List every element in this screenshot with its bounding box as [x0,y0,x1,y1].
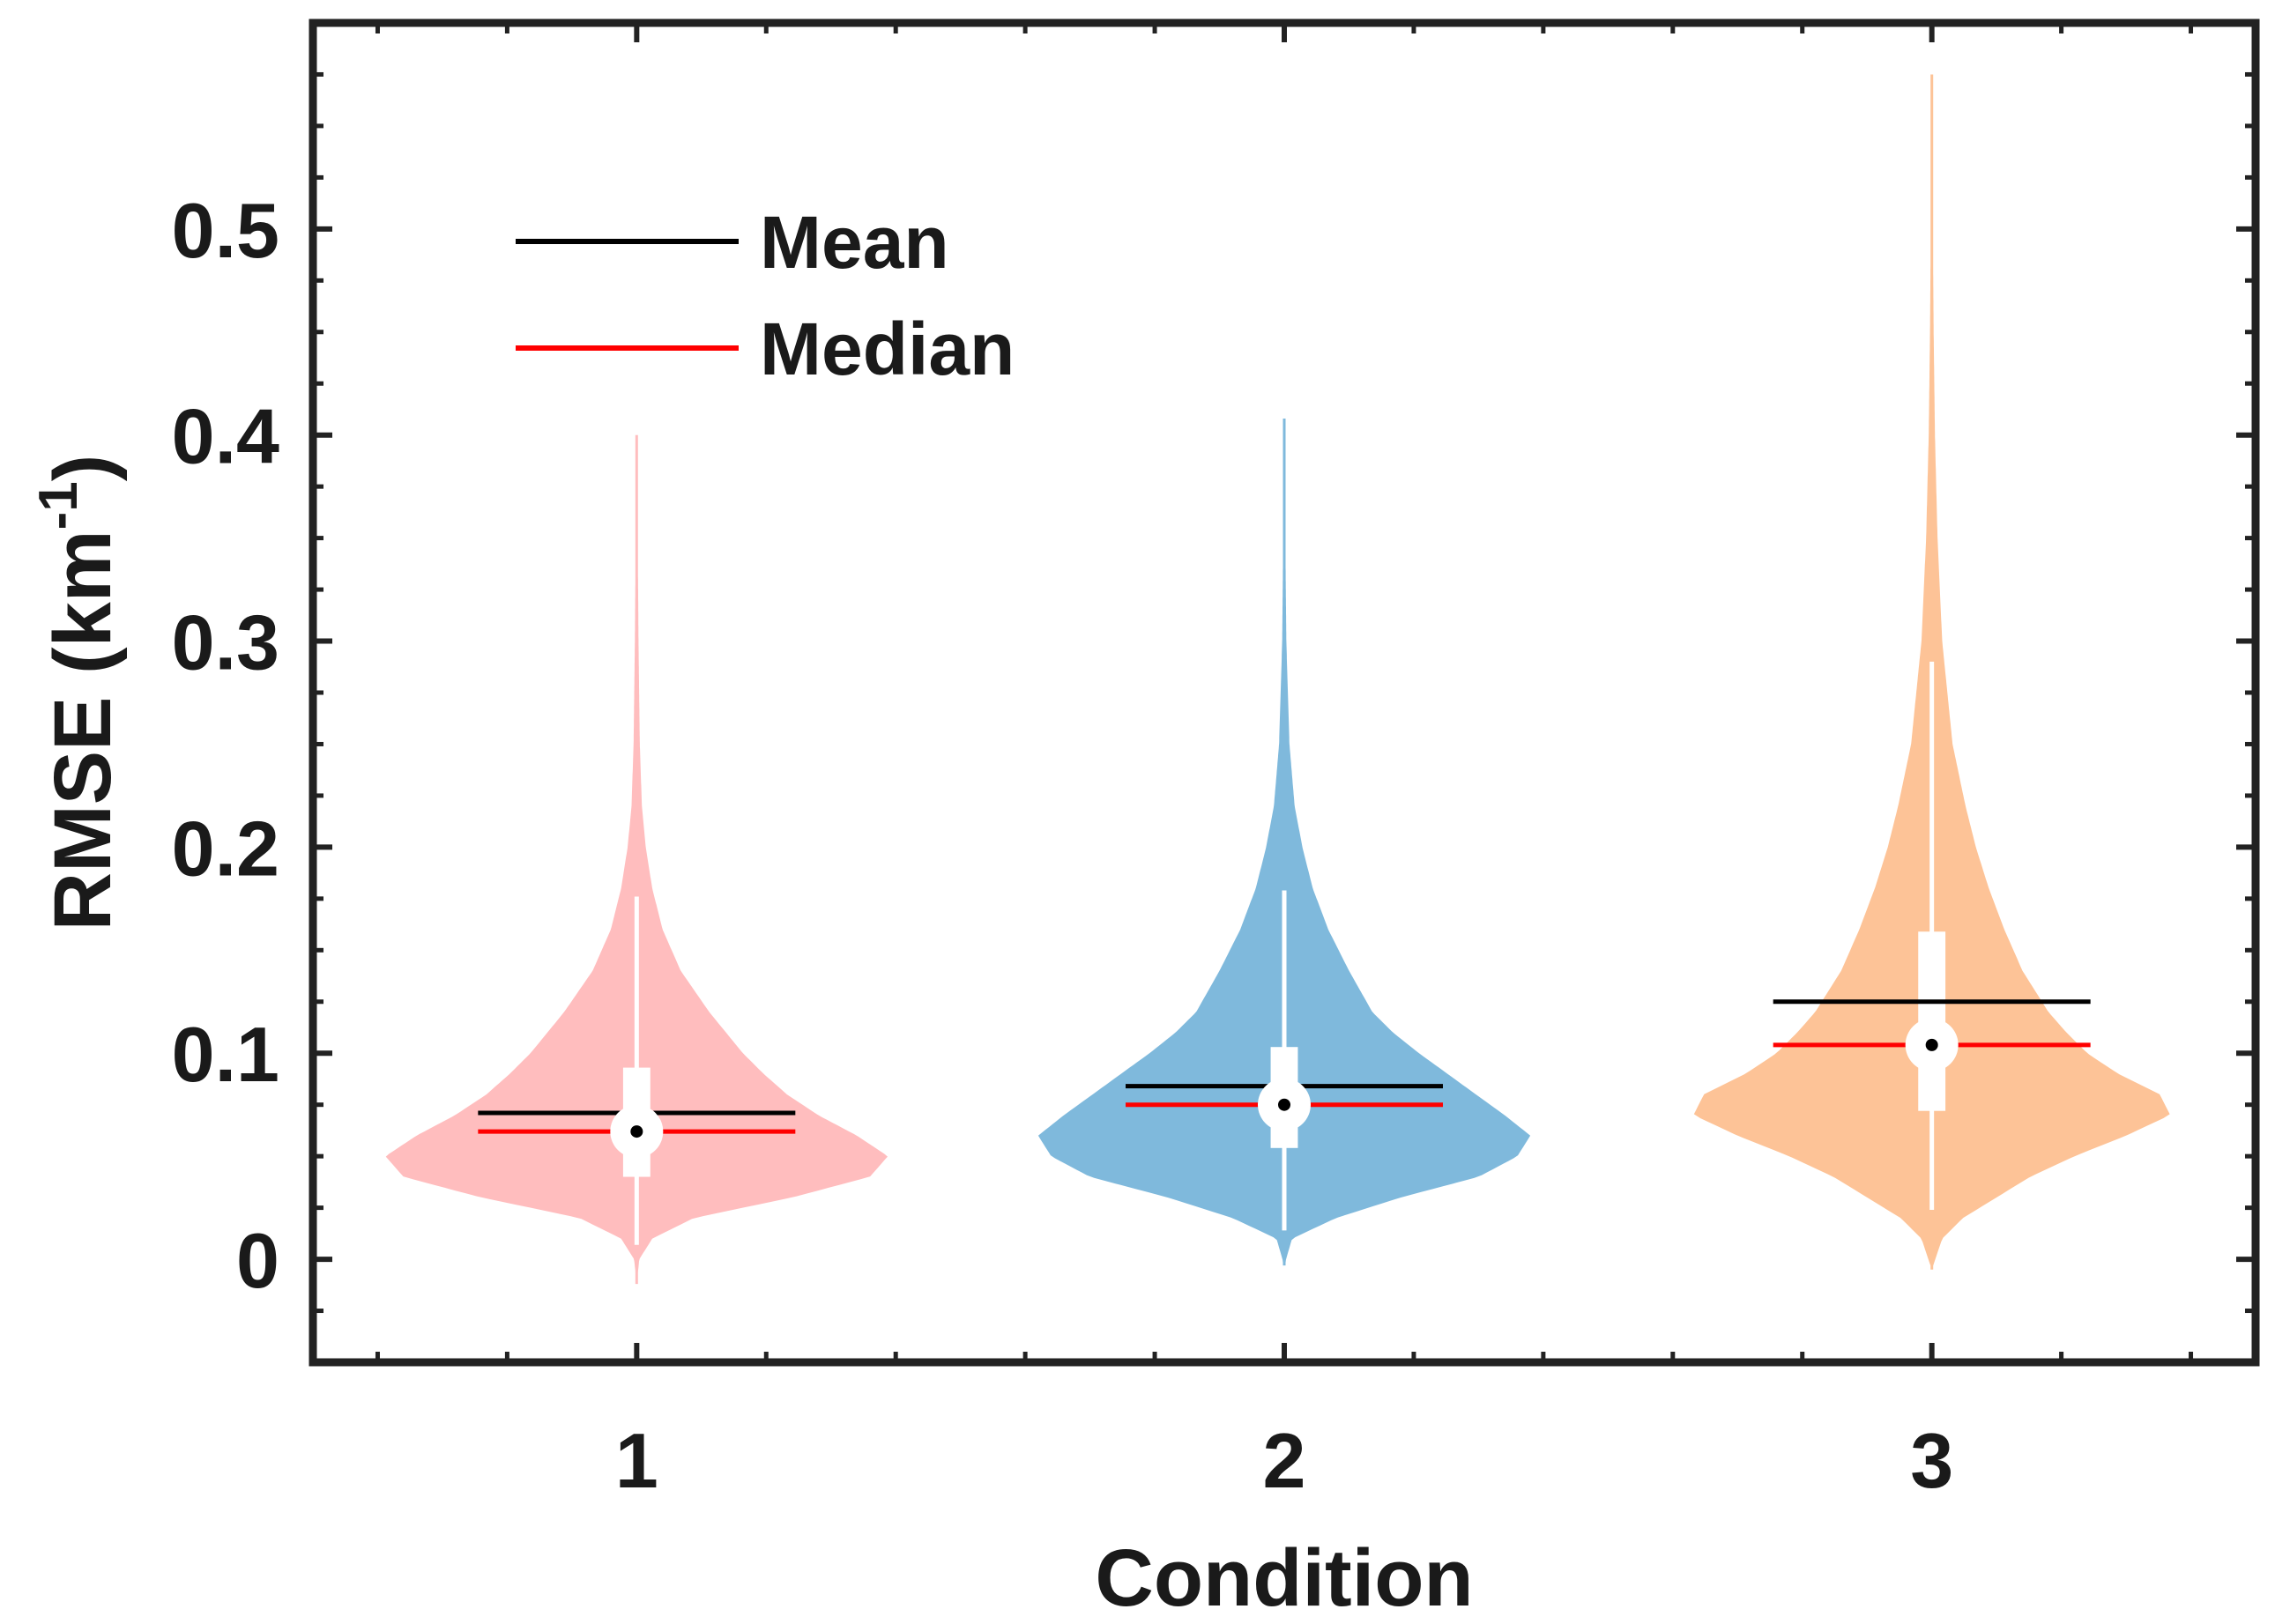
median-dot-2 [1278,1098,1290,1111]
xtick-label-2: 2 [1263,1417,1306,1504]
ytick-label-5: 0.5 [172,187,279,274]
xtick-label-1: 1 [615,1417,658,1504]
ytick-label-0: 0 [236,1217,279,1304]
median-dot-3 [1925,1038,1938,1051]
violin-body-1 [385,434,888,1285]
violins-layer [385,74,2170,1285]
y-axis-label-close: ) [38,455,128,482]
legend-mean-label: Mean [760,201,949,284]
ytick-label-1: 0.1 [172,1011,279,1098]
y-axis-label-main: RMSE (km [38,530,128,931]
median-dot-1 [630,1125,643,1138]
ytick-label-4: 0.4 [172,393,279,480]
x-axis-label: Condition [1095,1533,1473,1623]
violin-group-2 [1037,419,1531,1266]
violin-group-1 [385,434,888,1285]
legend-median-label: Median [760,308,1015,390]
legend: Mean Median [516,201,1015,390]
violin-body-2 [1037,419,1531,1266]
ytick-label-2: 0.2 [172,805,279,892]
y-axis-label: RMSE (km-1) [28,455,128,931]
y-axis-label-superscript: -1 [28,481,89,530]
ticks-layer: 0 0.1 0.2 0.3 0.4 0.5 1 2 3 [172,23,2256,1504]
violin-group-3 [1693,74,2170,1270]
xtick-label-3: 3 [1910,1417,1953,1504]
ytick-label-3: 0.3 [172,599,279,686]
